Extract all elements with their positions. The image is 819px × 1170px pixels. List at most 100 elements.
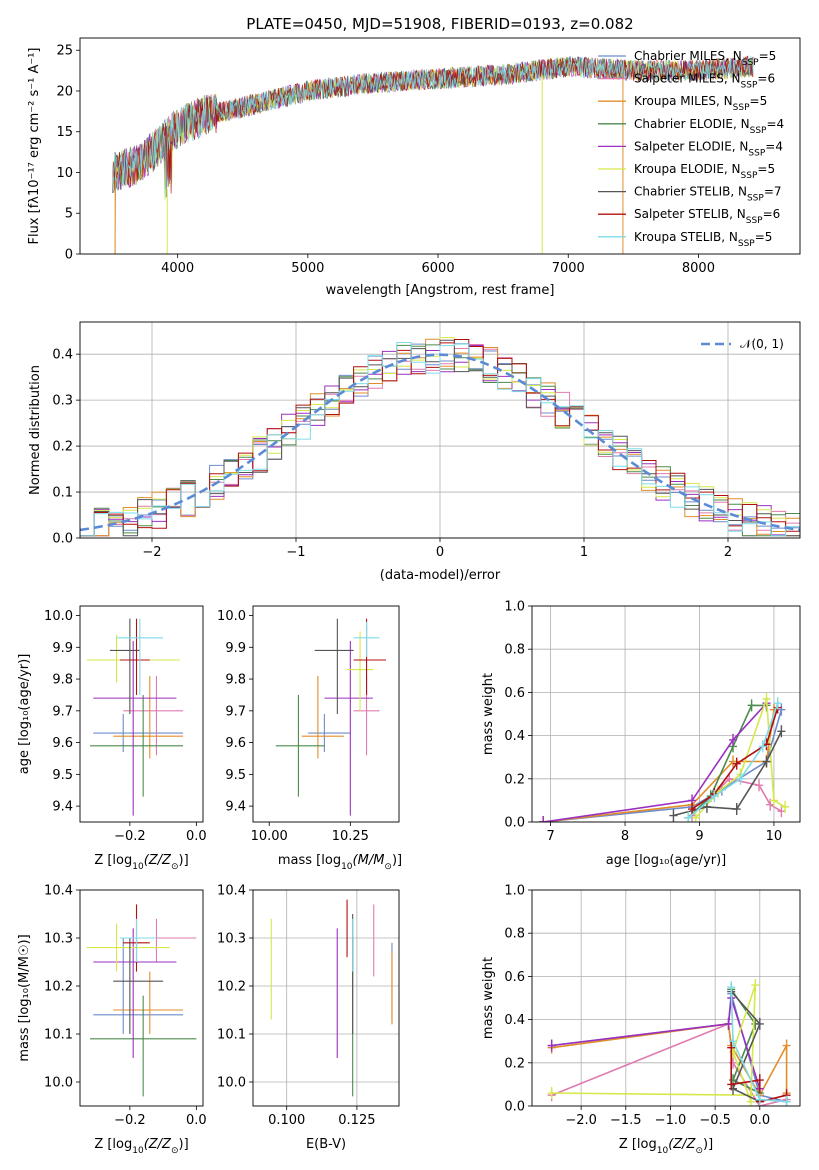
legend-part: SSP — [750, 126, 767, 136]
label-part: Z [log — [619, 1137, 657, 1152]
legend-label: Salpeter ELODIE, NSSP=4 — [634, 139, 783, 158]
label-part: )] — [179, 853, 189, 868]
legend-label: Salpeter STELIB, NSSP=6 — [634, 207, 780, 226]
y-tick-label: 10.2 — [44, 980, 73, 995]
weight-marker — [755, 1093, 764, 1106]
label-part: mass [log — [278, 853, 341, 868]
x-tick-label: 6000 — [422, 261, 455, 276]
y-tick-label: 0.6 — [504, 686, 525, 701]
weight-marker — [747, 699, 756, 712]
y-tick-label: 0.4 — [52, 348, 73, 363]
y-tick-label: 20 — [56, 84, 73, 99]
x-tick-label: 0 — [436, 545, 444, 560]
weight-line — [551, 997, 761, 1089]
residual-histogram-panel: −2 −1 0 1 2 0.0 0.1 0.2 0.3 0.4 𝒩(0, 1) (data-model… — [28, 321, 801, 583]
x-tick-label: 4000 — [161, 261, 194, 276]
y-tick-label: 0.2 — [504, 1056, 525, 1071]
y-tick-label: 0.8 — [504, 927, 525, 942]
legend-part: SSP — [733, 103, 750, 113]
weight-marker — [762, 692, 771, 705]
y-tick-label: 10.0 — [44, 609, 73, 624]
legend-part: SSP — [741, 81, 758, 91]
y-tick-label: 10.2 — [217, 980, 246, 995]
y-axis-label: mass [log₁₀(M/M☉)] — [17, 934, 32, 1061]
y-tick-label: 9.8 — [225, 673, 246, 688]
label-part: )] — [392, 853, 402, 868]
spectrum-panel: 4000 5000 6000 7000 8000 0 5 10 15 20 25 wavelength… — [27, 37, 801, 298]
label-part: 10 — [132, 862, 144, 872]
x-tick-label: −0.2 — [114, 1113, 146, 1128]
y-tick-label: 25 — [56, 44, 73, 59]
legend-label: 𝒩(0, 1) — [740, 337, 784, 351]
legend-part: SSP — [738, 239, 755, 249]
weight-marker — [782, 1039, 791, 1052]
label-part: ⊙ — [171, 862, 179, 872]
label-part: 10 — [341, 862, 353, 872]
legend-part: =7 — [764, 185, 782, 199]
x-axis-label: Z [log10(Z/Z⊙)] — [619, 1137, 713, 1156]
label-part: ⊙ — [695, 1146, 703, 1156]
weight-marker — [773, 697, 782, 710]
axes-frame — [79, 605, 204, 823]
y-tick-label: 0.1 — [52, 486, 73, 501]
weight-marker — [769, 794, 778, 807]
legend-label: Salpeter MILES, NSSP=6 — [634, 72, 775, 91]
legend-part: =4 — [765, 139, 783, 153]
y-tick-label: 0.4 — [504, 729, 525, 744]
x-axis-label: Z [log10(Z/Z⊙)] — [94, 1137, 188, 1156]
plot-area — [80, 337, 800, 538]
y-tick-label: 1.0 — [504, 600, 525, 615]
legend-part: SSP — [747, 194, 764, 204]
y-tick-label: 9.5 — [225, 768, 246, 783]
label-part: (Z/Z — [144, 853, 172, 868]
grid — [253, 889, 399, 1106]
weight-line — [730, 988, 761, 1094]
y-tick-label: 9.4 — [52, 800, 73, 815]
y-tick-label: 9.9 — [52, 641, 73, 656]
axes-frame — [531, 889, 801, 1107]
weight-marker — [727, 1041, 736, 1054]
y-axis-label: age [log₁₀(age/yr)] — [17, 654, 32, 775]
axes-frame — [531, 605, 801, 823]
y-tick-label: 9.5 — [52, 768, 73, 783]
y-tick-label: 9.4 — [225, 800, 246, 815]
legend-part: Chabrier ELODIE, N — [634, 117, 750, 131]
x-tick-label: −1.5 — [610, 1113, 642, 1128]
mass-vs-metallicity-panel: −0.2 0.0 10.0 10.1 10.2 10.3 10.4 Z [log10(Z/Z⊙… — [17, 884, 207, 1157]
x-tick-label: 0.0 — [186, 829, 207, 844]
axes-frame — [252, 889, 400, 1107]
y-tick-label: 10.3 — [44, 932, 73, 947]
y-tick-label: 10.0 — [44, 1076, 73, 1091]
legend-part: =4 — [766, 117, 784, 131]
legend-part: Salpeter MILES, N — [634, 72, 741, 86]
plot-area — [86, 618, 184, 816]
y-tick-label: 0.0 — [52, 532, 73, 547]
x-tick-label: 9 — [695, 829, 703, 844]
y-tick-label: 9.7 — [225, 704, 246, 719]
weight-line — [543, 702, 768, 822]
y-tick-label: 0.0 — [504, 816, 525, 831]
x-tick-label: 8 — [621, 829, 629, 844]
y-axis-label: Normed distribution — [28, 365, 43, 495]
x-axis-label: wavelength [Angstrom, rest frame] — [326, 283, 555, 298]
legend-part: =5 — [757, 162, 775, 176]
label-part: 10 — [132, 1146, 144, 1156]
label-part: ⊙ — [384, 862, 392, 872]
y-tick-label: 10.0 — [217, 1076, 246, 1091]
spectrum-line — [112, 55, 754, 199]
plot-area — [547, 979, 791, 1106]
legend-part: Chabrier MILES, N — [634, 49, 742, 63]
y-tick-label: 10.1 — [44, 1028, 73, 1043]
y-tick-label: 5 — [65, 207, 73, 222]
plot-area — [539, 692, 790, 822]
weight-marker — [539, 816, 548, 822]
weight-marker — [729, 755, 737, 768]
weight-marker — [727, 981, 736, 994]
y-tick-label: 9.6 — [225, 736, 246, 751]
histogram-steps — [80, 342, 800, 538]
weight-vs-age-panel: 7 8 9 10 0.0 0.2 0.4 0.6 0.8 1.0 age [log₁₀(age/yr… — [481, 600, 801, 868]
weight-marker — [755, 1074, 764, 1087]
y-tick-label: 0.2 — [504, 772, 525, 787]
weight-line — [730, 987, 787, 1103]
mass-vs-reddening-panel: 0.100 0.125 10.0 10.1 10.2 10.3 10.4 E(B-V) — [217, 884, 400, 1152]
